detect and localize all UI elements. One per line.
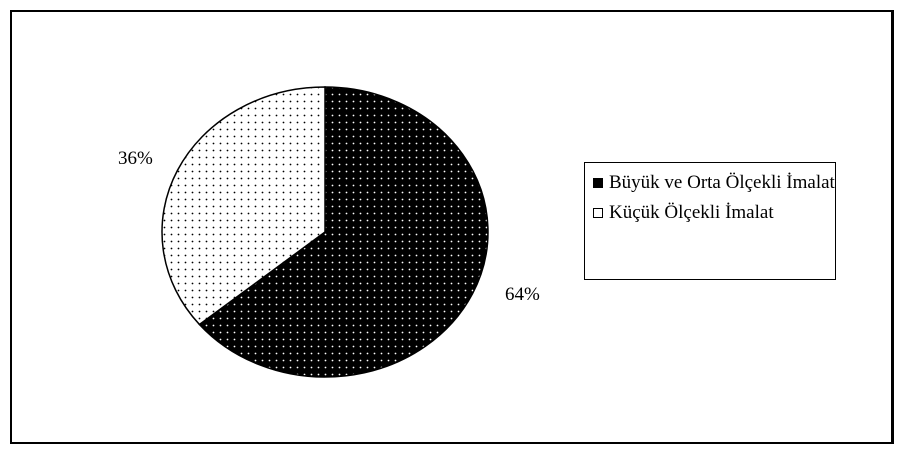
pie-value-label: 64% <box>505 284 540 305</box>
legend-item-large-medium: Büyük ve Orta Ölçekli İmalat <box>593 170 835 196</box>
pie-value-labels: 64% 36% <box>118 148 540 305</box>
legend: Büyük ve Orta Ölçekli İmalat Küçük Ölçek… <box>584 162 836 280</box>
legend-swatch-dark <box>593 178 603 188</box>
pie-slice-small <box>161 86 326 326</box>
pie-slice-large-medium <box>198 86 489 378</box>
pie-slices <box>161 86 489 378</box>
legend-swatch-light <box>593 208 603 218</box>
legend-label: Küçük Ölçekli İmalat <box>609 202 774 223</box>
legend-item-small: Küçük Ölçekli İmalat <box>593 200 835 226</box>
legend-label: Büyük ve Orta Ölçekli İmalat <box>609 172 835 193</box>
pie-value-label: 36% <box>118 148 153 169</box>
